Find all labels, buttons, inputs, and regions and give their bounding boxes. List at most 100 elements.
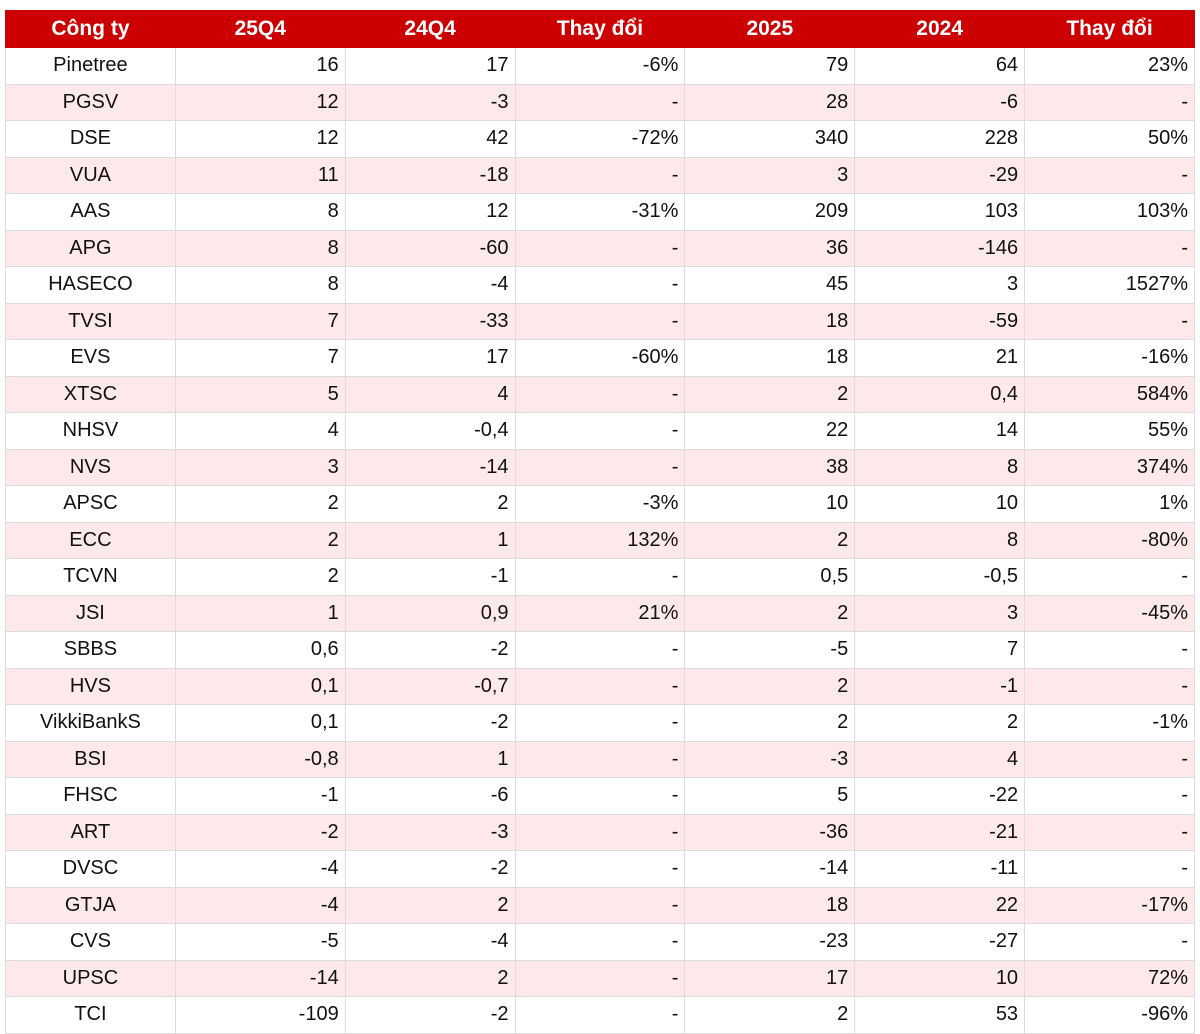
header-cell: 2025 <box>684 10 856 48</box>
value-cell: 5 <box>174 375 346 413</box>
table-row: TVSI 7 -33-18 -59- <box>5 302 1195 340</box>
value-cell: 53 <box>854 996 1026 1034</box>
value-cell: -4 <box>174 886 346 924</box>
value-cell: -109 <box>174 996 346 1034</box>
table-row: HASECO 8 -4-45 3 1527% <box>5 266 1195 304</box>
value-cell: 22 <box>684 412 856 450</box>
value-cell: 1 <box>174 594 346 632</box>
value-cell: -18 <box>344 156 516 194</box>
value-cell: 0,5 <box>684 558 856 596</box>
value-cell: 23% <box>1024 47 1195 85</box>
table-row: DVSC -4 -2- -14 -11- <box>5 850 1195 888</box>
value-cell: - <box>1024 667 1195 705</box>
value-cell: -146 <box>854 229 1026 267</box>
value-cell: -3% <box>514 485 686 523</box>
value-cell: -2 <box>344 631 516 669</box>
value-cell: 0,6 <box>174 631 346 669</box>
value-cell: -29 <box>854 156 1026 194</box>
table-row: ECC 2 1 132% 2 8 -80% <box>5 521 1195 559</box>
value-cell: - <box>514 156 686 194</box>
company-cell: DSE <box>5 120 176 158</box>
header-cell: Thay đổi <box>1024 10 1195 48</box>
value-cell: 3 <box>684 156 856 194</box>
value-cell: 4 <box>854 740 1026 778</box>
table-row: APG 8 -60-36 -146- <box>5 229 1195 267</box>
value-cell: 64 <box>854 47 1026 85</box>
value-cell: - <box>1024 631 1195 669</box>
value-cell: 2 <box>684 667 856 705</box>
value-cell: -80% <box>1024 521 1195 559</box>
company-cell: ECC <box>5 521 176 559</box>
value-cell: 3 <box>174 448 346 486</box>
company-cell: HASECO <box>5 266 176 304</box>
value-cell: - <box>514 886 686 924</box>
company-cell: FHSC <box>5 777 176 815</box>
page: {"table": { "header": ["Công ty", "25Q4"… <box>5 10 1195 1034</box>
value-cell: -0,5 <box>854 558 1026 596</box>
value-cell: 0,1 <box>174 704 346 742</box>
value-cell: - <box>514 959 686 997</box>
value-cell: 2 <box>684 375 856 413</box>
value-cell: 2 <box>684 704 856 742</box>
value-cell: -1% <box>1024 704 1195 742</box>
header-cell: 25Q4 <box>174 10 346 48</box>
value-cell: -4 <box>344 266 516 304</box>
value-cell: -27 <box>854 923 1026 961</box>
value-cell: - <box>514 704 686 742</box>
value-cell: 7 <box>174 339 346 377</box>
company-cell: TVSI <box>5 302 176 340</box>
value-cell: 8 <box>174 193 346 231</box>
value-cell: -3 <box>344 813 516 851</box>
value-cell: - <box>1024 558 1195 596</box>
table-row: VikkiBankS 0,1 -2-2 2 -1% <box>5 704 1195 742</box>
value-cell: 2 <box>684 594 856 632</box>
value-cell: -1 <box>854 667 1026 705</box>
value-cell: 2 <box>174 485 346 523</box>
header-cell: Công ty <box>5 10 176 48</box>
company-cell: PGSV <box>5 83 176 121</box>
value-cell: 584% <box>1024 375 1195 413</box>
table-row: HVS 0,1 -0,7-2 -1- <box>5 667 1195 705</box>
table-row: PGSV 12 -3-28 -6- <box>5 83 1195 121</box>
table-row: XTSC 5 4-2 0,4 584% <box>5 375 1195 413</box>
value-cell: - <box>514 266 686 304</box>
value-cell: -36 <box>684 813 856 851</box>
value-cell: -2 <box>344 704 516 742</box>
value-cell: - <box>514 777 686 815</box>
value-cell: -59 <box>854 302 1026 340</box>
value-cell: -16% <box>1024 339 1195 377</box>
value-cell: - <box>514 302 686 340</box>
value-cell: - <box>1024 229 1195 267</box>
value-cell: 50% <box>1024 120 1195 158</box>
table-row: UPSC -14 2-17 10 72% <box>5 959 1195 997</box>
value-cell: 4 <box>344 375 516 413</box>
header-cell: 24Q4 <box>344 10 516 48</box>
value-cell: -23 <box>684 923 856 961</box>
value-cell: 2 <box>344 959 516 997</box>
value-cell: 0,4 <box>854 375 1026 413</box>
value-cell: -17% <box>1024 886 1195 924</box>
value-cell: 21% <box>514 594 686 632</box>
value-cell: - <box>514 631 686 669</box>
value-cell: 8 <box>854 448 1026 486</box>
value-cell: 21 <box>854 339 1026 377</box>
company-cell: CVS <box>5 923 176 961</box>
table-row: APSC 2 2 -3% 10 10 1% <box>5 485 1195 523</box>
company-cell: TCVN <box>5 558 176 596</box>
company-cell: HVS <box>5 667 176 705</box>
value-cell: 4 <box>174 412 346 450</box>
value-cell: 8 <box>174 266 346 304</box>
value-cell: 10 <box>684 485 856 523</box>
table-row: BSI -0,8 1- -3 4- <box>5 740 1195 778</box>
value-cell: -2 <box>344 996 516 1034</box>
company-cell: XTSC <box>5 375 176 413</box>
value-cell: -60% <box>514 339 686 377</box>
value-cell: 28 <box>684 83 856 121</box>
value-cell: 45 <box>684 266 856 304</box>
value-cell: - <box>514 667 686 705</box>
value-cell: -21 <box>854 813 1026 851</box>
company-cell: VUA <box>5 156 176 194</box>
value-cell: 18 <box>684 302 856 340</box>
value-cell: 374% <box>1024 448 1195 486</box>
value-cell: - <box>514 83 686 121</box>
